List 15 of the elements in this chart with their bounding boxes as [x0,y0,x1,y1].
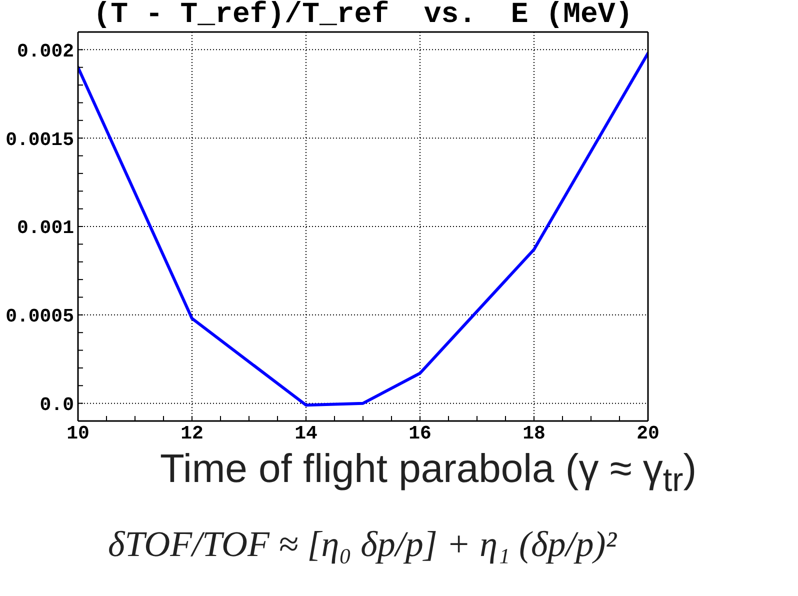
x-tick-label: 16 [408,422,432,444]
text: δTOF/TOF ≈ [η₀ δp/p] + η₁ (δp/p)² [108,523,617,566]
y-tick-label: 0.0005 [6,306,74,328]
y-tick-label: 0.0 [40,394,74,416]
text: Time of flight parabola (γ ≈ γ$_{tr}$) [160,446,697,501]
y-tick-label: 0.001 [16,217,74,240]
y-tick-label: 0.002 [16,40,74,62]
x-tick-label: 18 [522,422,546,444]
x-tick-label: 12 [180,422,204,444]
line-series [78,52,648,407]
chart-title: (T - T_ref)/T_ref vs. E (MeV) [92,0,634,31]
x-tick-label: 10 [66,422,90,444]
y-tick-label: 0.0015 [6,128,74,151]
x-tick-label: 20 [636,422,660,444]
x-tick-label: 14 [294,422,318,444]
